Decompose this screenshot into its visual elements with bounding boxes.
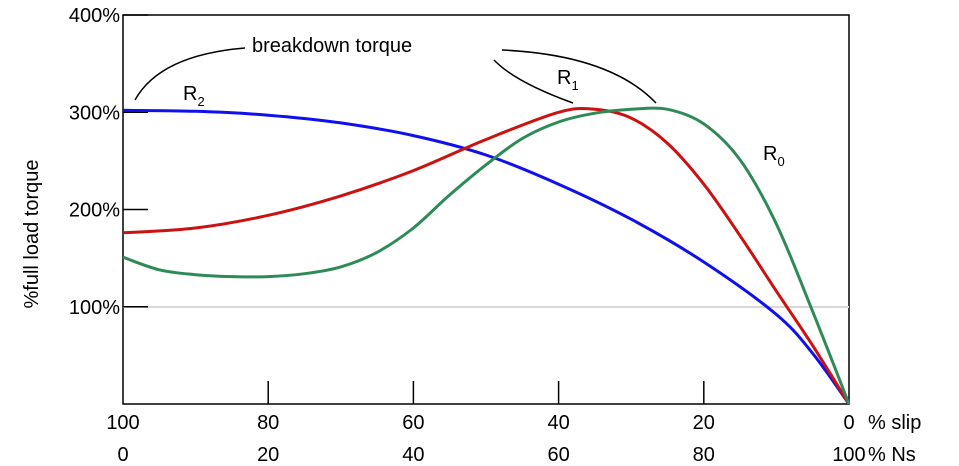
curves <box>122 106 851 405</box>
breakdown-torque-label: breakdown torque <box>252 35 412 57</box>
y-tick-label: 300% <box>69 102 120 124</box>
ns-unit-label: % Ns <box>868 444 916 466</box>
series-label-r1: R1 <box>557 67 579 93</box>
y-tick-label: 400% <box>69 5 120 27</box>
series-line-r2 <box>122 108 851 405</box>
series-labels: R2 R1 R0 <box>183 67 785 169</box>
y-ticks: 100% 200% 300% 400% <box>69 5 148 319</box>
slip-tick-label: 80 <box>257 412 279 434</box>
breakdown-leader-left <box>134 47 246 101</box>
ns-tick-label: 100 <box>832 444 865 466</box>
y-axis-label: %full load torque <box>21 160 43 309</box>
y-tick-label: 200% <box>69 200 120 222</box>
slip-tick-label: 60 <box>402 412 424 434</box>
ns-tick-label: 80 <box>693 444 715 466</box>
slip-tick-label: 40 <box>547 412 569 434</box>
plot-frame <box>122 14 850 405</box>
ns-tick-label: 20 <box>257 444 279 466</box>
slip-unit-label: % slip <box>868 412 921 434</box>
slip-tick-label: 100 <box>106 412 139 434</box>
series-line-r0 <box>122 106 851 405</box>
x-ticks: 100 0 80 20 60 40 40 60 20 80 0 100 <box>106 381 866 466</box>
breakdown-leader-mid <box>493 59 574 104</box>
breakdown-leader-right <box>501 49 657 104</box>
ns-tick-label: 60 <box>547 444 569 466</box>
slip-tick-label: 0 <box>843 412 854 434</box>
series-label-r2: R2 <box>183 83 205 109</box>
ns-tick-label: 0 <box>117 444 128 466</box>
slip-tick-label: 20 <box>693 412 715 434</box>
series-label-r0: R0 <box>763 143 785 169</box>
series-line-r1 <box>122 107 851 405</box>
ns-tick-label: 40 <box>402 444 424 466</box>
y-tick-label: 100% <box>69 297 120 319</box>
